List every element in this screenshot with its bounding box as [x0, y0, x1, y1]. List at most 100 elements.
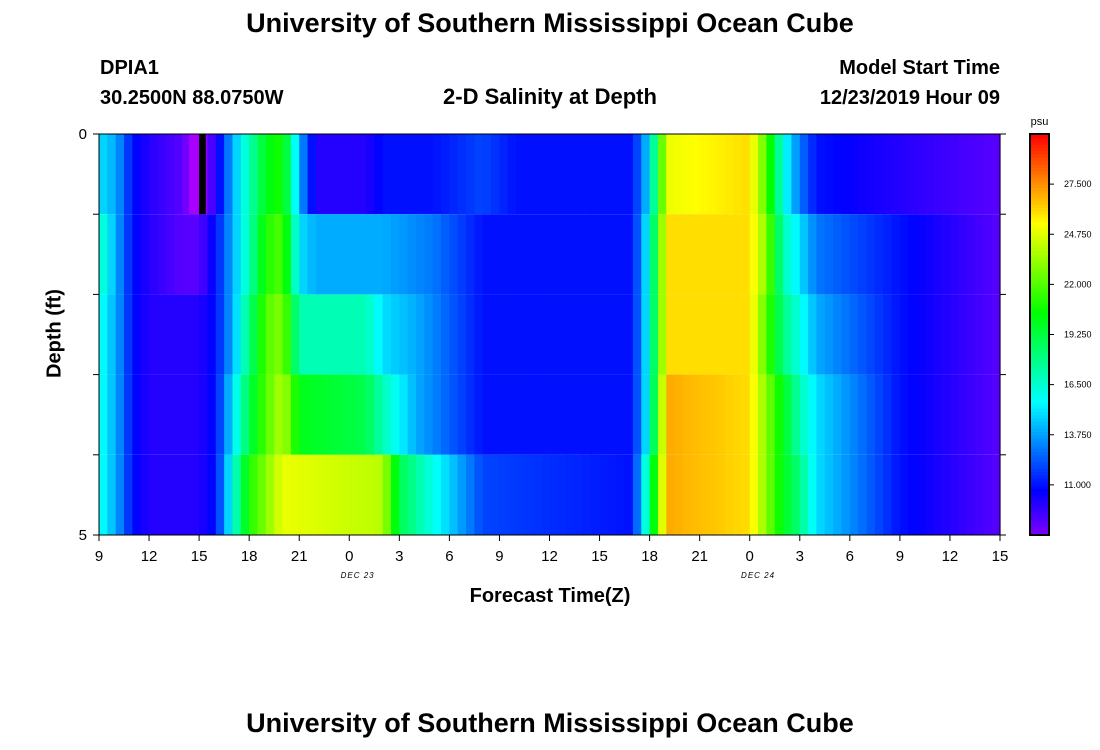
heatmap-cell — [249, 134, 259, 215]
heatmap-cell — [708, 374, 717, 455]
heatmap-cell — [766, 214, 776, 295]
heatmap-cell — [866, 454, 876, 535]
heatmap-cell — [524, 134, 534, 215]
heatmap-cell — [858, 134, 868, 215]
heatmap-cell — [991, 454, 1001, 535]
heatmap-cell — [265, 454, 275, 535]
heatmap-cell — [708, 294, 717, 375]
heatmap-cell — [908, 214, 918, 295]
heatmap-cell — [340, 294, 350, 375]
heatmap-cell — [816, 134, 826, 215]
heatmap-cell — [974, 294, 984, 375]
colorbar-swatch — [1030, 210, 1049, 215]
heatmap-cell — [407, 294, 417, 375]
heatmap-cell — [240, 294, 250, 375]
heatmap-cell — [716, 374, 726, 455]
y-tick-label: 5 — [79, 527, 87, 544]
heatmap-cell — [691, 454, 701, 535]
colorbar-swatch — [1030, 274, 1049, 279]
heatmap-cell — [708, 134, 717, 215]
colorbar-swatch — [1030, 381, 1049, 386]
heatmap-cell — [649, 294, 659, 375]
heatmap-cell — [307, 294, 317, 375]
heatmap-cell — [849, 374, 859, 455]
heatmap-cell — [632, 134, 642, 215]
colorbar-swatch — [1030, 187, 1049, 192]
heatmap-cell — [157, 294, 167, 375]
heatmap-cell — [933, 374, 943, 455]
colorbar-swatch — [1030, 528, 1049, 533]
heatmap-cell — [541, 214, 551, 295]
heatmap-cell — [115, 294, 125, 375]
heatmap-cell — [641, 214, 651, 295]
colorbar-tick-label: 13.750 — [1064, 430, 1092, 440]
heatmap-cell — [958, 134, 968, 215]
heatmap-cell — [624, 294, 634, 375]
colorbar-swatch — [1030, 254, 1049, 259]
colorbar-swatch — [1030, 234, 1049, 239]
heatmap-cell — [282, 454, 292, 535]
heatmap-cell — [240, 454, 250, 535]
heatmap-cell — [766, 294, 776, 375]
heatmap-cell — [966, 214, 976, 295]
heatmap-cell — [491, 214, 501, 295]
heatmap-cell — [632, 374, 642, 455]
heatmap-cell — [174, 294, 184, 375]
x-tick-label: 15 — [191, 548, 208, 565]
heatmap-cell — [140, 134, 150, 215]
heatmap-cell — [699, 134, 709, 215]
colorbar-swatch — [1030, 371, 1049, 376]
heatmap-cell — [874, 374, 884, 455]
heatmap-cell — [390, 214, 400, 295]
heatmap-cell — [541, 134, 551, 215]
heatmap-cell — [390, 454, 400, 535]
heatmap-cell — [199, 374, 209, 455]
colorbar-swatch — [1030, 488, 1049, 493]
heatmap-cell — [407, 454, 417, 535]
heatmap-cell — [274, 134, 284, 215]
colorbar-swatch — [1030, 374, 1049, 379]
heatmap-cell — [758, 454, 767, 535]
heatmap-cell — [799, 374, 809, 455]
heatmap-cell — [357, 294, 367, 375]
heatmap-cell — [607, 454, 617, 535]
heatmap-cell — [499, 454, 509, 535]
heatmap-cell — [557, 374, 567, 455]
colorbar-swatch — [1030, 364, 1049, 369]
heatmap-cell — [983, 214, 993, 295]
heatmap-cell — [424, 134, 434, 215]
heatmap-cell — [974, 454, 984, 535]
heatmap-cell — [891, 294, 901, 375]
heatmap-cell — [641, 294, 651, 375]
heatmap-cell — [240, 214, 250, 295]
heatmap-cell — [607, 374, 617, 455]
x-axis-ticks: 9 12 15 18 21 0 3 6 9 12 15 18 21 0 3 6 9 12 15 DEC 23 DEC 2… — [95, 535, 1008, 580]
heatmap-cell — [299, 134, 309, 215]
heatmap-cell — [958, 454, 968, 535]
colorbar-swatch — [1030, 428, 1049, 433]
heatmap-cell — [574, 134, 584, 215]
heatmap-cell — [332, 374, 342, 455]
heatmap-cell — [958, 214, 968, 295]
colorbar-swatch — [1030, 177, 1049, 182]
heatmap-cell — [174, 214, 184, 295]
heatmap-cell — [99, 454, 108, 535]
colorbar-swatch — [1030, 514, 1049, 519]
colorbar-swatch — [1030, 220, 1049, 225]
heatmap-cell — [858, 454, 868, 535]
heatmap-cell — [616, 374, 626, 455]
heatmap-cell — [224, 374, 234, 455]
heatmap-cell — [791, 134, 801, 215]
heatmap-cell — [399, 454, 409, 535]
heatmap-cell — [749, 374, 759, 455]
heatmap-cell — [524, 454, 534, 535]
heatmap-cell — [299, 454, 309, 535]
heatmap-cell — [207, 374, 217, 455]
colorbar-swatch — [1030, 367, 1049, 372]
heatmap-cell — [441, 134, 450, 215]
heatmap-cell — [933, 134, 943, 215]
heatmap-cell — [624, 134, 634, 215]
heatmap-cell — [182, 374, 192, 455]
heatmap-cell — [849, 214, 859, 295]
heatmap-cell — [641, 454, 651, 535]
